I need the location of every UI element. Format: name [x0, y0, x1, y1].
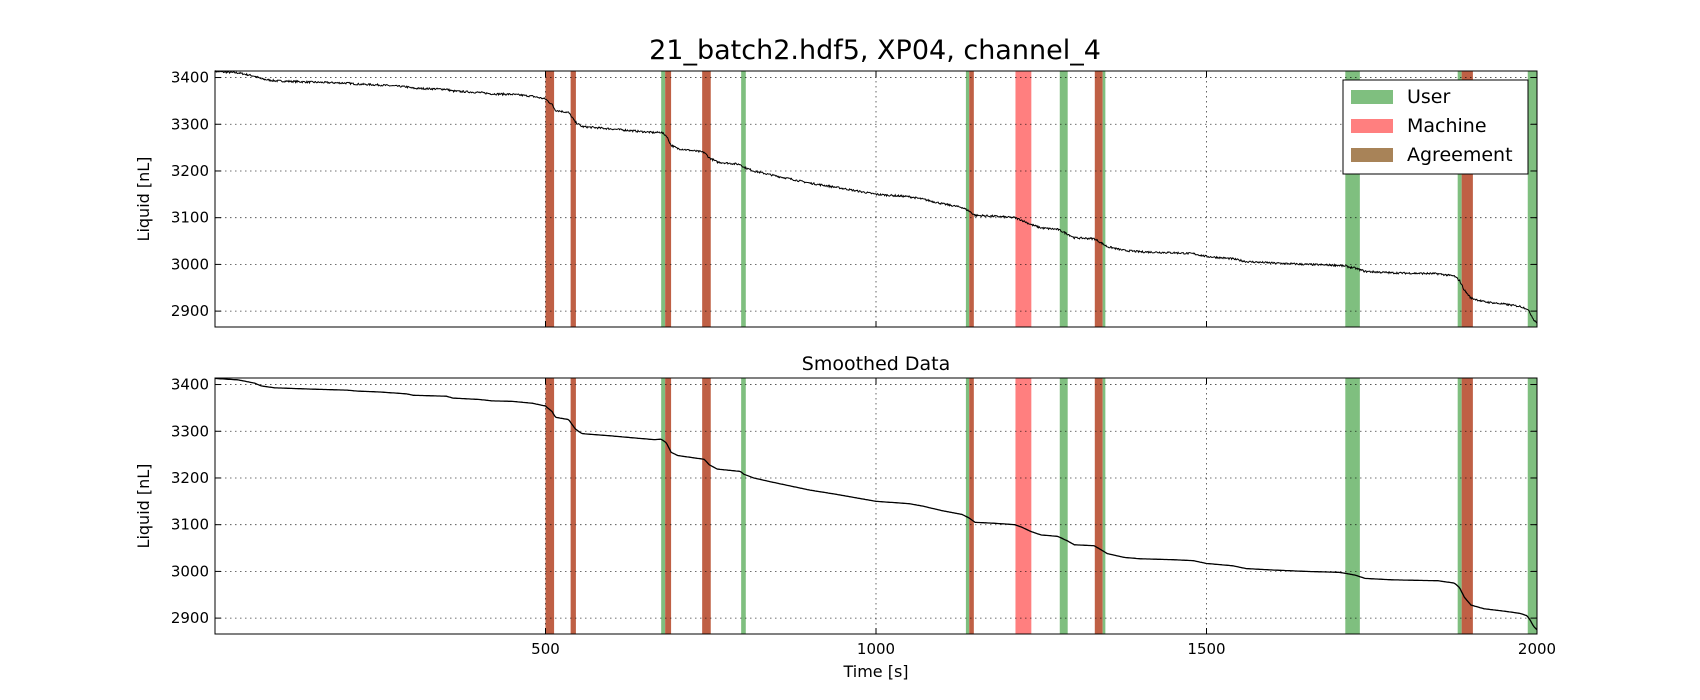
- smoothed-ytick-label-3000: 3000: [171, 562, 209, 580]
- raw-data-line: [214, 70, 1538, 324]
- raw-span-agreement-3: [665, 71, 672, 327]
- smoothed-xtick-label-1000: 1000: [857, 640, 895, 658]
- x-axis-label: Time [s]: [842, 662, 908, 681]
- legend-swatch-machine: [1351, 119, 1393, 133]
- raw-span-user-6: [965, 71, 970, 327]
- smoothed-axes-frame: [214, 377, 1538, 635]
- smoothed-ytick-label-3200: 3200: [171, 469, 209, 487]
- smoothed-span-agreement-7: [969, 378, 974, 634]
- smoothed-span-user-13: [1457, 378, 1462, 634]
- raw-span-machine-8: [1015, 71, 1032, 327]
- smoothed-span-agreement-14: [1461, 378, 1473, 634]
- smoothed-span-user-6: [965, 378, 970, 634]
- smoothed-ytick-label-3400: 3400: [171, 376, 209, 394]
- raw-ytick-label-3200: 3200: [171, 162, 209, 180]
- raw-span-agreement-14: [1461, 71, 1473, 327]
- raw-span-user-15: [1527, 71, 1537, 327]
- smoothed-ytick-label-3300: 3300: [171, 422, 209, 440]
- smoothed-axes: Smoothed Data 2900 3000 3100 3200 3300 3400 50…: [134, 353, 1556, 681]
- raw-span-agreement-1: [570, 71, 576, 327]
- smoothed-data-line: [215, 377, 1538, 631]
- smoothed-span-agreement-3: [665, 378, 672, 634]
- raw-axes: 2900 3000 3100 3200 3300 3400 Liquid [nL]: [134, 69, 1538, 328]
- raw-ylabel: Liquid [nL]: [134, 157, 153, 242]
- raw-span-agreement-7: [969, 71, 974, 327]
- raw-span-user-2: [661, 71, 666, 327]
- smoothed-ytick-label-3100: 3100: [171, 516, 209, 534]
- raw-span-user-9: [1059, 71, 1068, 327]
- legend: User Machine Agreement: [1342, 79, 1529, 175]
- legend-label-machine: Machine: [1407, 115, 1487, 137]
- smoothed-xtick-label-500: 500: [531, 640, 560, 658]
- raw-ytick-label-3000: 3000: [171, 255, 209, 273]
- legend-label-user: User: [1407, 86, 1450, 108]
- smoothed-span-machine-8: [1015, 378, 1032, 634]
- smoothed-ylabel: Liquid [nL]: [134, 464, 153, 549]
- smoothed-span-agreement-1: [570, 378, 576, 634]
- smoothed-span-user-5: [741, 378, 746, 634]
- raw-ytick-label-2900: 2900: [171, 302, 209, 320]
- smoothed-span-user-11: [1102, 378, 1106, 634]
- smoothed-ytick-label-2900: 2900: [171, 609, 209, 627]
- chart-title: 21_batch2.hdf5, XP04, channel_4: [649, 35, 1101, 66]
- legend-swatch-user: [1351, 90, 1393, 104]
- smoothed-span-user-15: [1527, 378, 1537, 634]
- raw-span-user-5: [741, 71, 746, 327]
- raw-span-agreement-4: [702, 71, 711, 327]
- raw-axes-frame: [214, 70, 1538, 328]
- smoothed-span-agreement-4: [702, 378, 711, 634]
- legend-swatch-agreement: [1351, 148, 1393, 162]
- raw-span-user-11: [1102, 71, 1106, 327]
- smoothed-span-agreement-0: [545, 378, 555, 634]
- smoothed-span-user-2: [661, 378, 666, 634]
- smoothed-span-agreement-10: [1094, 378, 1103, 634]
- raw-span-agreement-10: [1094, 71, 1103, 327]
- smoothed-span-user-9: [1059, 378, 1068, 634]
- raw-ytick-label-3300: 3300: [171, 115, 209, 133]
- smoothed-xtick-label-2000: 2000: [1518, 640, 1556, 658]
- raw-span-user-13: [1457, 71, 1462, 327]
- smoothed-subtitle: Smoothed Data: [802, 353, 950, 375]
- raw-ytick-label-3100: 3100: [171, 209, 209, 227]
- smoothed-span-user-12: [1345, 378, 1360, 634]
- raw-span-agreement-0: [545, 71, 555, 327]
- legend-label-agreement: Agreement: [1407, 144, 1513, 166]
- raw-ytick-label-3400: 3400: [171, 69, 209, 87]
- smoothed-xtick-label-1500: 1500: [1187, 640, 1225, 658]
